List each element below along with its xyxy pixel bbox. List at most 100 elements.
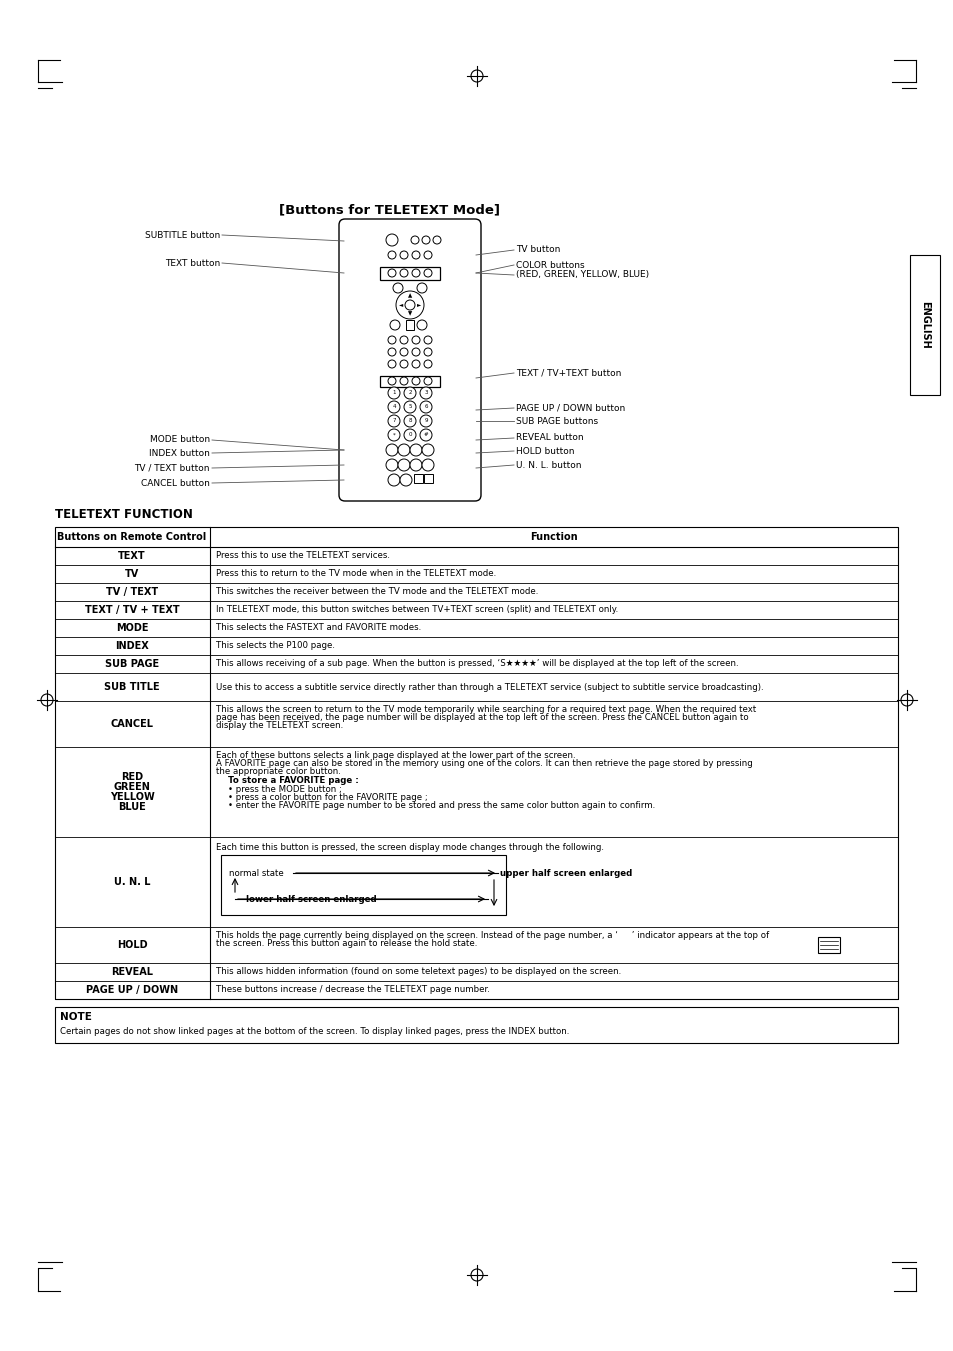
Circle shape — [399, 251, 408, 259]
Circle shape — [405, 300, 415, 309]
Text: This selects the P100 page.: This selects the P100 page. — [215, 642, 335, 650]
Circle shape — [399, 336, 408, 345]
Text: This selects the FASTEXT and FAVORITE modes.: This selects the FASTEXT and FAVORITE mo… — [215, 624, 421, 632]
Text: page has been received, the page number will be displayed at the top left of the: page has been received, the page number … — [215, 713, 748, 721]
Text: PAGE UP / DOWN button: PAGE UP / DOWN button — [516, 404, 624, 412]
Text: CANCEL button: CANCEL button — [141, 478, 210, 488]
Text: display the TELETEXT screen.: display the TELETEXT screen. — [215, 721, 343, 731]
Circle shape — [388, 386, 399, 399]
Circle shape — [399, 377, 408, 385]
Text: In TELETEXT mode, this button switches between TV+TEXT screen (split) and TELETE: In TELETEXT mode, this button switches b… — [215, 605, 618, 615]
Text: A FAVORITE page can also be stored in the memory using one of the colors. It can: A FAVORITE page can also be stored in th… — [215, 759, 752, 767]
Text: NOTE: NOTE — [60, 1012, 91, 1021]
Text: SUB PAGE: SUB PAGE — [105, 659, 159, 669]
Text: SUBTITLE button: SUBTITLE button — [145, 231, 220, 239]
Text: Each of these buttons selects a link page displayed at the lower part of the scr: Each of these buttons selects a link pag… — [215, 751, 575, 759]
Circle shape — [388, 251, 395, 259]
Text: MODE: MODE — [115, 623, 148, 634]
Text: normal state: normal state — [229, 869, 283, 878]
Circle shape — [412, 349, 419, 357]
Text: (RED, GREEN, YELLOW, BLUE): (RED, GREEN, YELLOW, BLUE) — [516, 270, 648, 280]
Circle shape — [421, 459, 434, 471]
Text: To store a FAVORITE page :: To store a FAVORITE page : — [228, 775, 358, 785]
Circle shape — [403, 386, 416, 399]
Text: HOLD button: HOLD button — [516, 446, 574, 455]
Circle shape — [393, 282, 402, 293]
Text: This allows the screen to return to the TV mode temporarily while searching for : This allows the screen to return to the … — [215, 704, 756, 713]
Circle shape — [423, 336, 432, 345]
Text: ENGLISH: ENGLISH — [919, 301, 929, 349]
Circle shape — [388, 401, 399, 413]
Circle shape — [386, 444, 397, 457]
Bar — [414, 474, 422, 484]
Circle shape — [386, 459, 397, 471]
Text: 9: 9 — [424, 419, 427, 423]
Text: TV button: TV button — [516, 246, 559, 254]
Text: U. N. L. button: U. N. L. button — [516, 461, 581, 470]
Text: • press a color button for the FAVORITE page ;: • press a color button for the FAVORITE … — [228, 793, 427, 802]
Circle shape — [411, 236, 418, 245]
Circle shape — [423, 377, 432, 385]
Text: TEXT / TV + TEXT: TEXT / TV + TEXT — [85, 605, 179, 615]
Text: Each time this button is pressed, the screen display mode changes through the fo: Each time this button is pressed, the sc… — [215, 843, 603, 851]
Circle shape — [421, 236, 430, 245]
Circle shape — [419, 386, 432, 399]
Text: #: # — [423, 432, 428, 438]
Text: Buttons on Remote Control: Buttons on Remote Control — [57, 532, 207, 542]
Circle shape — [388, 415, 399, 427]
Circle shape — [412, 359, 419, 367]
Circle shape — [388, 377, 395, 385]
Text: 6: 6 — [424, 404, 427, 409]
Text: 3: 3 — [424, 390, 427, 396]
Text: COLOR buttons: COLOR buttons — [516, 261, 584, 269]
Text: These buttons increase / decrease the TELETEXT page number.: These buttons increase / decrease the TE… — [215, 985, 489, 994]
Circle shape — [388, 430, 399, 440]
Text: This holds the page currently being displayed on the screen. Instead of the page: This holds the page currently being disp… — [215, 931, 768, 939]
Text: ◄: ◄ — [398, 303, 403, 308]
Bar — [55, 1006, 897, 1043]
Circle shape — [397, 459, 410, 471]
Circle shape — [410, 459, 421, 471]
Text: the screen. Press this button again to release the hold state.: the screen. Press this button again to r… — [215, 939, 476, 948]
Circle shape — [419, 415, 432, 427]
Bar — [379, 267, 439, 280]
Text: 0: 0 — [408, 432, 412, 438]
Text: 2: 2 — [408, 390, 412, 396]
Bar — [909, 255, 939, 394]
Bar — [423, 474, 433, 484]
Circle shape — [423, 349, 432, 357]
Text: lower half screen enlarged: lower half screen enlarged — [246, 894, 376, 904]
Circle shape — [412, 251, 419, 259]
Text: CANCEL: CANCEL — [111, 719, 153, 730]
Text: ▲: ▲ — [408, 293, 412, 299]
Circle shape — [423, 269, 432, 277]
Text: *: * — [393, 432, 395, 438]
Bar — [817, 938, 840, 952]
Text: Use this to access a subtitle service directly rather than through a TELETEXT se: Use this to access a subtitle service di… — [215, 682, 762, 692]
Text: MODE button: MODE button — [150, 435, 210, 444]
Bar — [221, 855, 505, 915]
Text: BLUE: BLUE — [118, 802, 146, 812]
Text: SUB PAGE buttons: SUB PAGE buttons — [516, 416, 598, 426]
Text: Press this to use the TELETEXT services.: Press this to use the TELETEXT services. — [215, 551, 390, 561]
Text: 7: 7 — [392, 419, 395, 423]
Circle shape — [399, 349, 408, 357]
Text: HOLD: HOLD — [116, 940, 147, 950]
Text: upper half screen enlarged: upper half screen enlarged — [499, 869, 632, 878]
Circle shape — [416, 282, 427, 293]
Text: Certain pages do not show linked pages at the bottom of the screen. To display l: Certain pages do not show linked pages a… — [60, 1027, 569, 1035]
Text: Function: Function — [530, 532, 578, 542]
Circle shape — [419, 401, 432, 413]
Circle shape — [423, 251, 432, 259]
Circle shape — [403, 401, 416, 413]
Text: REVEAL button: REVEAL button — [516, 434, 583, 443]
Circle shape — [386, 234, 397, 246]
Circle shape — [403, 415, 416, 427]
Bar — [55, 527, 897, 998]
FancyBboxPatch shape — [338, 219, 480, 501]
Text: RED: RED — [121, 771, 143, 782]
Text: 5: 5 — [408, 404, 412, 409]
Text: [Buttons for TELETEXT Mode]: [Buttons for TELETEXT Mode] — [279, 204, 500, 216]
Text: PAGE UP / DOWN: PAGE UP / DOWN — [86, 985, 178, 994]
Text: • press the MODE button ;: • press the MODE button ; — [228, 785, 341, 793]
